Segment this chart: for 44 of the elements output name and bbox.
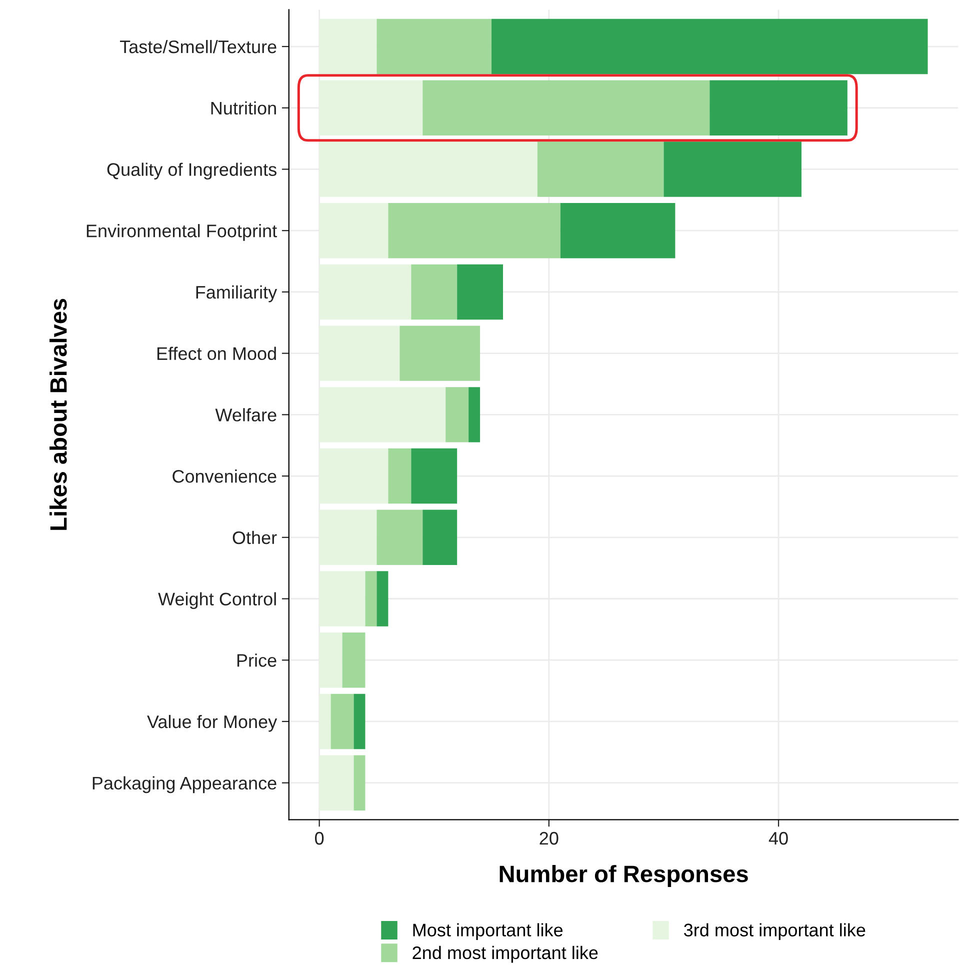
bar: [422, 80, 710, 136]
bar: [354, 694, 366, 750]
x-tick-label: 40: [768, 832, 788, 845]
bar: [492, 18, 928, 74]
x-axis-title: Number of Responses: [500, 864, 748, 887]
bar: [376, 18, 492, 74]
bar: [560, 202, 676, 258]
bar: [388, 202, 560, 258]
y-tick-label: Packaging Appearance: [92, 776, 276, 794]
bar: [411, 264, 458, 320]
bar: [422, 510, 458, 566]
bar: [411, 448, 458, 504]
y-axis-title: Likes about Bivalves: [50, 298, 67, 530]
bar: [330, 694, 354, 750]
bar: [388, 448, 412, 504]
y-tick-label: Welfare: [215, 408, 276, 422]
bar: [354, 755, 366, 810]
x-tick-label: 20: [540, 832, 558, 845]
y-tick-label: Effect on Mood: [157, 346, 276, 360]
bar: [537, 142, 664, 197]
x-tick-label: 0: [315, 832, 324, 845]
y-tick-label: Value for Money: [147, 714, 278, 732]
legend-label: 3rd most important like: [684, 923, 866, 940]
legend-label: 2nd most important like: [412, 946, 598, 963]
bar: [376, 510, 423, 566]
bar: [710, 80, 848, 136]
y-tick-label: Price: [237, 654, 276, 667]
bar: [376, 571, 388, 626]
bar: [457, 264, 503, 320]
y-tick-label: Environmental Footprint: [86, 224, 277, 241]
legend-label: Most important like: [413, 923, 563, 940]
y-tick-label: Quality of Ingredients: [107, 162, 276, 180]
bar: [400, 326, 480, 381]
bar: [365, 571, 377, 626]
y-tick-label: Nutrition: [211, 101, 276, 115]
bar: [446, 387, 469, 442]
bar: [468, 387, 480, 442]
bar: [664, 142, 802, 197]
bar: [342, 632, 366, 688]
y-tick-label: Familiarity: [196, 285, 278, 302]
y-tick-label: Weight Control: [158, 592, 276, 610]
y-tick-label: Other: [232, 530, 277, 544]
y-tick-label: Convenience: [172, 469, 276, 483]
y-tick-label: Taste/Smell/Texture: [120, 40, 276, 54]
